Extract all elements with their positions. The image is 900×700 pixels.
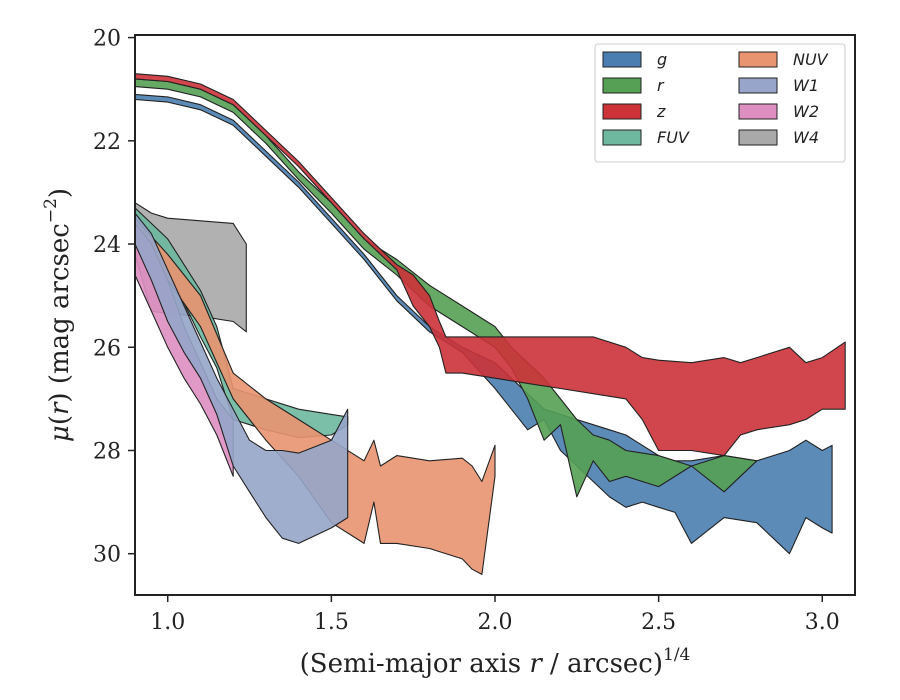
legend-swatch-nuv xyxy=(738,51,778,68)
legend-swatch-fuv xyxy=(602,129,642,146)
legend-swatch-z xyxy=(602,103,642,120)
y-tick-label: 22 xyxy=(93,130,121,155)
y-tick-label: 28 xyxy=(93,439,121,464)
y-tick-label: 24 xyxy=(93,233,121,258)
legend-swatch-w2 xyxy=(738,103,778,120)
band-w1 xyxy=(134,212,349,544)
x-axis-label: (Semi-major axis r / arcsec)1/4 xyxy=(300,645,691,679)
legend-label-fuv: FUV xyxy=(657,128,690,147)
band-r xyxy=(134,78,758,498)
legend-swatch-w4 xyxy=(738,129,778,146)
x-axis-ticks: 1.0 1.5 2.0 2.5 3.0 xyxy=(150,595,840,635)
legend-swatch-g xyxy=(602,51,642,68)
y-tick-label: 20 xyxy=(93,27,121,52)
y-tick-label: 30 xyxy=(93,543,121,568)
legend-label-w1: W1 xyxy=(793,76,819,95)
y-tick-label: 26 xyxy=(93,336,121,361)
x-tick-label: 1.5 xyxy=(314,610,349,635)
band-areas xyxy=(134,73,846,575)
legend-label-w4: W4 xyxy=(793,128,819,147)
x-tick-label: 3.0 xyxy=(805,610,840,635)
legend-label-nuv: NUV xyxy=(793,50,829,69)
x-tick-label: 2.5 xyxy=(641,610,676,635)
legend-box xyxy=(594,43,846,163)
legend: grz FUV NUV W1 W2 W4 xyxy=(594,43,846,163)
legend-label-g: g xyxy=(657,50,667,69)
y-axis-ticks: 20 22 24 26 28 30 xyxy=(93,27,135,568)
legend-label-r: r xyxy=(657,76,665,95)
legend-label-w2: W2 xyxy=(793,102,819,121)
legend-swatch-r xyxy=(602,77,642,94)
legend-swatch-w1 xyxy=(738,77,778,94)
x-tick-label: 1.0 xyxy=(150,610,185,635)
band-z xyxy=(134,73,846,457)
legend-label-z: z xyxy=(656,102,666,121)
y-axis-label: μ(r) (mag arcsec−2) xyxy=(41,188,75,442)
x-tick-label: 2.0 xyxy=(478,610,513,635)
